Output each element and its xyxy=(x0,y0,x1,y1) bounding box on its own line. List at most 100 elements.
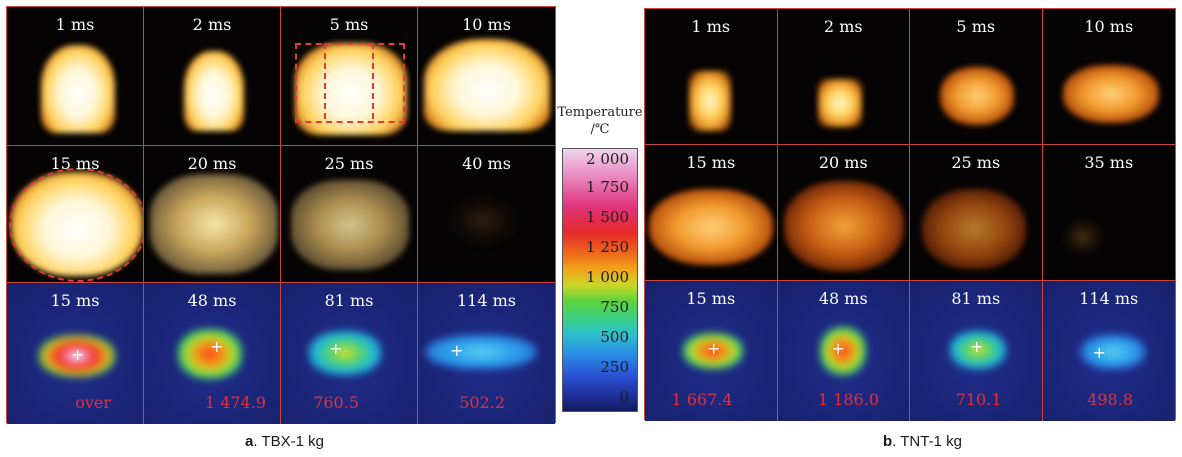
panel-a-frame-r1c1: 1 ms xyxy=(7,7,144,146)
panel-a-thermal-r3c4: 114 ms + 502.2 xyxy=(418,283,555,424)
panel-b-frame-r2c4: 35 ms xyxy=(1042,145,1175,281)
colorbar-tick: 1 250 xyxy=(586,238,629,256)
caption-a-text: . TBX-1 kg xyxy=(253,433,324,450)
fireball xyxy=(1062,65,1159,123)
caption-b: b. TNT-1 kg xyxy=(883,433,962,450)
frame-time-label: 48 ms xyxy=(818,289,868,308)
panel-b-tnt: 1 ms 2 ms 5 ms 10 ms 15 ms 20 ms 25 ms 3… xyxy=(644,8,1176,421)
fireball xyxy=(649,189,773,265)
peak-temperature: 760.5 xyxy=(313,393,359,412)
panel-b-frame-r1c2: 2 ms xyxy=(777,9,910,145)
frame-time-label: 35 ms xyxy=(1084,153,1134,172)
frame-time-label: 48 ms xyxy=(187,291,237,310)
peak-temperature: 710.1 xyxy=(955,390,1002,409)
peak-temperature: over xyxy=(75,393,111,412)
thermal-blob xyxy=(819,327,866,375)
frame-time-label: 1 ms xyxy=(691,17,731,36)
colorbar-gradient: 2 000 1 750 1 500 1 250 1 000 750 500 25… xyxy=(562,148,638,412)
smoke-residue xyxy=(1062,219,1103,255)
frame-time-label: 114 ms xyxy=(456,291,516,310)
thermal-blob xyxy=(309,331,381,375)
colorbar-tick: 1 000 xyxy=(586,268,629,286)
panel-a-frame-r1c4: 10 ms xyxy=(418,7,555,146)
frame-time-label: 81 ms xyxy=(951,289,1001,308)
thermal-blob xyxy=(39,335,115,377)
panel-b-thermal-r3c3: 81 ms + 710.1 xyxy=(910,281,1043,421)
colorbar-tick: 250 xyxy=(600,358,629,376)
caption-a: a. TBX-1 kg xyxy=(245,433,324,450)
frame-time-label: 1 ms xyxy=(55,15,95,34)
panel-b-frame-r2c2: 20 ms xyxy=(777,145,910,281)
fireball xyxy=(689,71,731,131)
colorbar-tick: 750 xyxy=(600,298,629,316)
frame-time-label: 15 ms xyxy=(686,153,736,172)
measure-point-icon: + xyxy=(450,341,464,360)
fireball xyxy=(817,79,862,127)
fireball xyxy=(424,39,550,131)
colorbar-title-line2: /℃ xyxy=(590,122,610,137)
panel-a-frame-r2c2: 20 ms xyxy=(144,146,281,283)
colorbar-title-line1: Temperature xyxy=(557,105,643,120)
frame-time-label: 81 ms xyxy=(324,291,374,310)
peak-temperature: 1 186.0 xyxy=(817,390,879,409)
colorbar-tick: 2 000 xyxy=(586,150,629,168)
frame-time-label: 10 ms xyxy=(1084,17,1134,36)
frame-time-label: 10 ms xyxy=(462,15,511,34)
thermal-blob xyxy=(1080,335,1145,369)
colorbar-tick: 1 500 xyxy=(586,208,629,226)
panel-a-thermal-r3c2: 48 ms + 1 474.9 xyxy=(144,283,281,424)
temperature-colorbar: Temperature /℃ 2 000 1 750 1 500 1 250 1… xyxy=(556,104,644,414)
frame-time-label: 25 ms xyxy=(324,154,374,173)
frame-time-label: 40 ms xyxy=(462,154,511,173)
measure-point-icon: + xyxy=(1092,343,1106,362)
panel-b-thermal-r3c2: 48 ms + 1 186.0 xyxy=(777,281,910,421)
panel-b-frame-r1c3: 5 ms xyxy=(910,9,1043,145)
frame-time-label: 15 ms xyxy=(50,291,100,310)
caption-b-letter: b xyxy=(883,433,893,450)
frame-time-label: 114 ms xyxy=(1079,289,1139,308)
measure-point-icon: + xyxy=(831,339,845,358)
panel-a-frame-r1c2: 2 ms xyxy=(144,7,281,146)
frame-time-label: 15 ms xyxy=(686,289,736,308)
highlight-box xyxy=(295,43,405,123)
measure-point-icon: + xyxy=(707,339,721,358)
highlight-ellipse xyxy=(9,168,143,282)
thermal-blob xyxy=(950,331,1006,369)
measure-point-icon: + xyxy=(970,337,984,356)
peak-temperature: 498.8 xyxy=(1087,390,1133,409)
panel-a-tbx: 1 ms 2 ms 5 ms 10 ms 15 ms 20 ms 25 ms 4… xyxy=(6,6,556,424)
fireball xyxy=(783,181,904,271)
fireball xyxy=(291,180,409,270)
panel-a-thermal-r3c1: 15 ms + over xyxy=(7,283,144,424)
fireball xyxy=(184,51,244,131)
peak-temperature: 1 667.4 xyxy=(671,390,733,409)
peak-temperature: 1 474.9 xyxy=(204,393,266,412)
thermal-blob xyxy=(178,329,242,379)
panel-b-frame-r1c1: 1 ms xyxy=(645,9,778,145)
frame-time-label: 5 ms xyxy=(956,17,996,36)
thermal-blob xyxy=(426,335,536,369)
panel-b-frame-r1c4: 10 ms xyxy=(1042,9,1175,145)
measure-point-icon: + xyxy=(71,345,85,364)
measure-point-icon: + xyxy=(329,339,343,358)
panel-a-frame-r2c1: 15 ms xyxy=(7,146,144,283)
fireball xyxy=(295,43,407,135)
panel-b-frame-r2c3: 25 ms xyxy=(910,145,1043,281)
colorbar-tick: 1 750 xyxy=(586,178,629,196)
panel-a-frame-r2c4: 40 ms xyxy=(418,146,555,283)
fireball xyxy=(150,174,278,274)
panel-a-frame-r1c3: 5 ms xyxy=(281,7,418,146)
frame-time-label: 2 ms xyxy=(823,17,863,36)
panel-b-frame-r2c1: 15 ms xyxy=(645,145,778,281)
frame-time-label: 20 ms xyxy=(187,154,237,173)
caption-a-letter: a xyxy=(245,433,254,450)
smoke-residue xyxy=(448,196,518,246)
frame-time-label: 20 ms xyxy=(818,153,868,172)
colorbar-tick: 0 xyxy=(619,388,629,406)
fireball xyxy=(940,67,1014,125)
colorbar-tick: 500 xyxy=(600,328,629,346)
fireball xyxy=(922,189,1026,269)
caption-b-text: . TNT-1 kg xyxy=(892,433,962,450)
peak-temperature: 502.2 xyxy=(459,393,505,412)
panel-b-thermal-r3c4: 114 ms + 498.8 xyxy=(1042,281,1175,421)
